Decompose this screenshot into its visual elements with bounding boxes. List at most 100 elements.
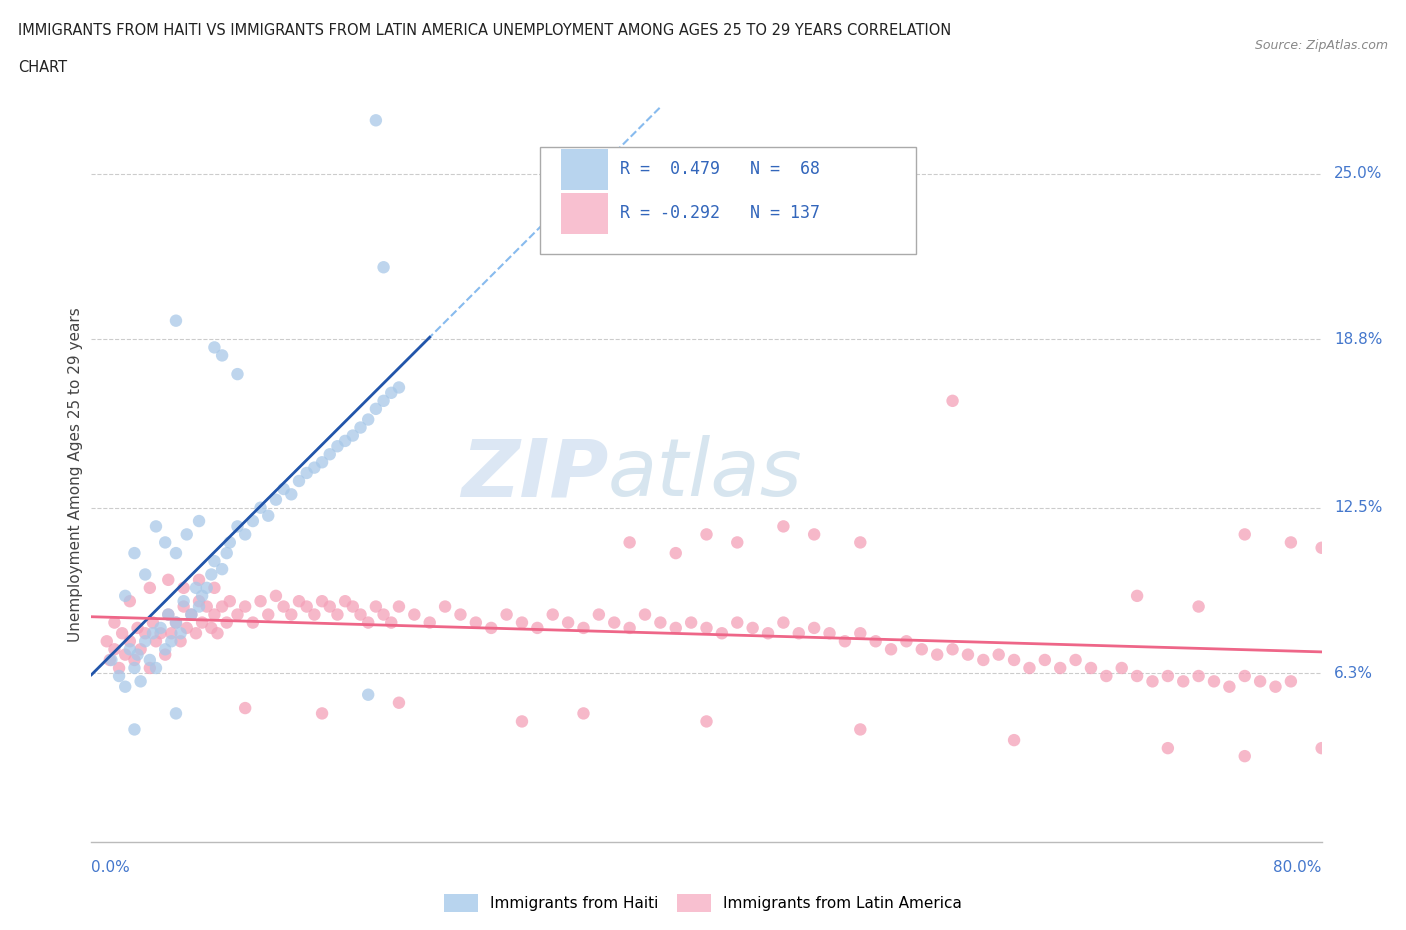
Point bbox=[756, 626, 779, 641]
Point bbox=[357, 615, 380, 630]
Point bbox=[200, 567, 222, 582]
Point bbox=[510, 615, 533, 630]
Point bbox=[1187, 599, 1209, 614]
Point bbox=[927, 647, 949, 662]
Point bbox=[176, 527, 198, 542]
FancyBboxPatch shape bbox=[561, 193, 607, 233]
Point bbox=[803, 620, 825, 635]
Text: 80.0%: 80.0% bbox=[1274, 860, 1322, 875]
Point bbox=[603, 615, 626, 630]
Point bbox=[449, 607, 471, 622]
Point bbox=[972, 653, 994, 668]
Point bbox=[139, 580, 162, 595]
Point bbox=[188, 513, 211, 528]
Point bbox=[165, 615, 187, 630]
Point bbox=[215, 546, 238, 561]
Point bbox=[942, 393, 965, 408]
Point bbox=[295, 466, 318, 481]
Point bbox=[849, 535, 872, 550]
Text: ZIP: ZIP bbox=[461, 435, 607, 513]
Point bbox=[157, 572, 180, 587]
Point bbox=[114, 679, 136, 694]
Point bbox=[987, 647, 1010, 662]
Point bbox=[180, 607, 202, 622]
Point bbox=[249, 500, 271, 515]
Point bbox=[1310, 740, 1333, 755]
Point bbox=[211, 599, 233, 614]
Point bbox=[464, 615, 486, 630]
Point bbox=[710, 626, 733, 641]
Point bbox=[1142, 674, 1164, 689]
Point bbox=[911, 642, 934, 657]
Point bbox=[419, 615, 441, 630]
Point bbox=[1002, 733, 1025, 748]
Point bbox=[202, 553, 225, 568]
Point bbox=[114, 589, 136, 604]
Point bbox=[124, 722, 146, 737]
Point bbox=[849, 626, 872, 641]
Point bbox=[495, 607, 517, 622]
Point bbox=[200, 620, 222, 635]
Point bbox=[333, 433, 356, 448]
Point bbox=[725, 535, 748, 550]
Point bbox=[215, 615, 238, 630]
Point bbox=[588, 607, 610, 622]
Point bbox=[326, 607, 349, 622]
Point bbox=[380, 385, 402, 400]
Point bbox=[619, 535, 641, 550]
Text: 6.3%: 6.3% bbox=[1334, 666, 1372, 681]
Point bbox=[1249, 674, 1271, 689]
Point bbox=[364, 599, 387, 614]
Point bbox=[1018, 660, 1040, 675]
Point bbox=[634, 607, 657, 622]
Point bbox=[1049, 660, 1071, 675]
Point bbox=[153, 642, 177, 657]
Point bbox=[153, 647, 177, 662]
Point bbox=[319, 446, 342, 461]
Point bbox=[160, 634, 183, 649]
Text: 0.0%: 0.0% bbox=[91, 860, 131, 875]
Point bbox=[388, 696, 411, 711]
Point bbox=[118, 593, 141, 608]
Point bbox=[510, 714, 533, 729]
Text: Source: ZipAtlas.com: Source: ZipAtlas.com bbox=[1254, 39, 1388, 52]
Point bbox=[1033, 653, 1056, 668]
Point bbox=[288, 593, 311, 608]
Point bbox=[98, 653, 121, 668]
Point bbox=[380, 615, 402, 630]
Point bbox=[1233, 669, 1256, 684]
Point bbox=[1310, 540, 1333, 555]
Point bbox=[772, 615, 794, 630]
Point bbox=[333, 593, 356, 608]
Point bbox=[242, 615, 264, 630]
Point bbox=[165, 615, 187, 630]
Point bbox=[100, 653, 122, 668]
Point bbox=[149, 626, 172, 641]
Point bbox=[1233, 749, 1256, 764]
Point bbox=[273, 599, 295, 614]
Point bbox=[311, 706, 333, 721]
Point bbox=[1218, 679, 1240, 694]
Point bbox=[357, 687, 380, 702]
Point bbox=[557, 615, 579, 630]
Point bbox=[865, 634, 887, 649]
Point bbox=[741, 620, 763, 635]
Point bbox=[373, 607, 395, 622]
Point bbox=[619, 620, 641, 635]
Point bbox=[1279, 674, 1302, 689]
Point bbox=[145, 519, 167, 534]
Point bbox=[273, 482, 295, 497]
Point bbox=[160, 626, 183, 641]
Point bbox=[145, 634, 167, 649]
Point bbox=[650, 615, 672, 630]
Point bbox=[319, 599, 342, 614]
Point bbox=[184, 580, 207, 595]
Point bbox=[288, 473, 311, 488]
Point bbox=[114, 647, 136, 662]
Point bbox=[1202, 674, 1225, 689]
Point bbox=[849, 722, 872, 737]
Point bbox=[169, 626, 191, 641]
Point bbox=[202, 607, 225, 622]
Point bbox=[191, 615, 214, 630]
Point bbox=[280, 607, 302, 622]
